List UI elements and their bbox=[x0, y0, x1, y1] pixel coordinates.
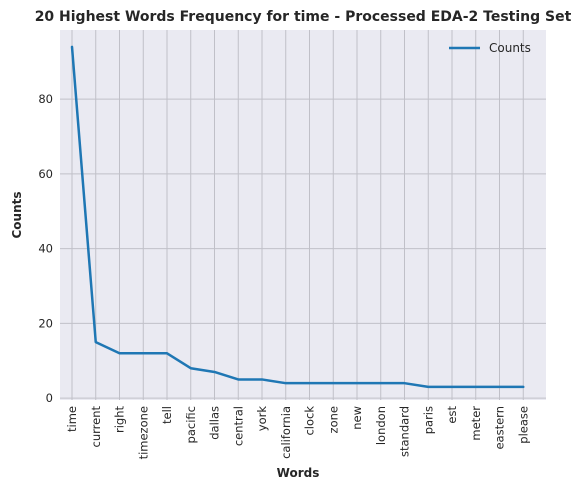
x-tick-label: standard bbox=[398, 406, 412, 457]
x-tick-label: timezone bbox=[136, 406, 150, 459]
y-tick-label: 40 bbox=[38, 242, 53, 256]
x-tick-label: zone bbox=[326, 406, 340, 433]
x-tick-label: new bbox=[350, 406, 364, 430]
x-tick-label: eastern bbox=[493, 406, 507, 450]
x-tick-label: paris bbox=[421, 406, 435, 434]
legend-label-counts: Counts bbox=[489, 41, 531, 55]
y-tick-label: 80 bbox=[38, 92, 53, 106]
y-tick-label: 60 bbox=[38, 167, 53, 181]
x-tick-label: clock bbox=[303, 406, 317, 436]
x-tick-label: california bbox=[279, 406, 293, 459]
y-tick-label: 0 bbox=[46, 391, 53, 405]
x-tick-label: est bbox=[445, 406, 459, 424]
x-tick-label: right bbox=[113, 406, 127, 434]
x-tick-label: meter bbox=[469, 406, 483, 441]
plot-background bbox=[60, 30, 546, 400]
y-tick-label: 20 bbox=[38, 316, 53, 330]
x-tick-label: dallas bbox=[208, 406, 222, 440]
y-axis-label: Counts bbox=[10, 191, 24, 238]
x-axis-label: Words bbox=[277, 466, 320, 480]
x-tick-label: london bbox=[374, 406, 388, 445]
x-tick-label: central bbox=[231, 406, 245, 446]
x-tick-label: pacific bbox=[184, 406, 198, 443]
x-tick-label: please bbox=[516, 406, 530, 444]
x-tick-labels: time current right timezone tell pacific dalla… bbox=[65, 406, 530, 460]
y-tick-labels: 0 20 40 60 80 bbox=[38, 92, 53, 405]
x-tick-label: current bbox=[89, 406, 103, 448]
x-tick-label: york bbox=[255, 406, 269, 432]
x-tick-label: time bbox=[65, 406, 79, 432]
chart-title: 20 Highest Words Frequency for time - Pr… bbox=[35, 9, 572, 25]
x-tick-label: tell bbox=[160, 406, 174, 424]
